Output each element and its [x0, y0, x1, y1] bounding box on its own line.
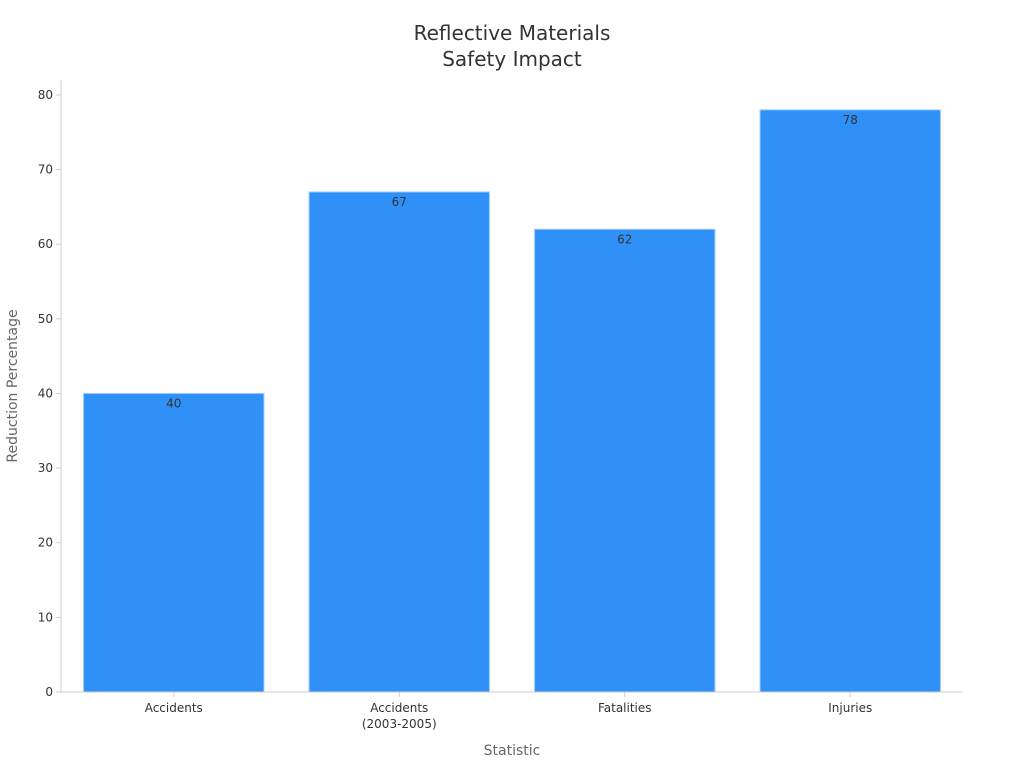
bar [759, 109, 941, 693]
y-tick-label: 40 [38, 386, 53, 400]
bar-value-label: 78 [843, 113, 858, 127]
y-tick-label: 50 [38, 312, 53, 326]
y-axis: 0 10 20 30 40 50 60 70 80 [38, 80, 62, 699]
x-tick-label: Accidents [145, 701, 203, 715]
bar [534, 228, 716, 693]
y-tick-label: 0 [45, 685, 53, 699]
y-tick-label: 80 [38, 88, 53, 102]
bars [83, 109, 941, 693]
bar-value-label: 67 [392, 195, 407, 209]
chart-title-line: Safety Impact [442, 47, 582, 71]
chart-title-line: Reflective Materials [414, 21, 611, 45]
y-tick-label: 20 [38, 536, 53, 550]
bar [83, 392, 265, 693]
x-axis-label: Statistic [484, 743, 541, 759]
bar [308, 191, 490, 693]
y-axis-label: Reduction Percentage [5, 309, 21, 462]
data-labels: 40 67 62 78 [166, 113, 858, 411]
x-tick-label: (2003-2005) [362, 717, 437, 731]
y-tick-label: 70 [38, 163, 53, 177]
x-tick-label: Fatalities [598, 701, 652, 715]
x-tick-label: Accidents [370, 701, 428, 715]
y-tick-label: 30 [38, 461, 53, 475]
bar-value-label: 40 [166, 396, 181, 410]
y-tick-label: 10 [38, 610, 53, 624]
x-tick-label: Injuries [828, 701, 872, 715]
x-axis: Accidents Accidents (2003-2005) Fatalities I… [61, 691, 963, 731]
bar-value-label: 62 [617, 232, 632, 246]
y-tick-label: 60 [38, 237, 53, 251]
